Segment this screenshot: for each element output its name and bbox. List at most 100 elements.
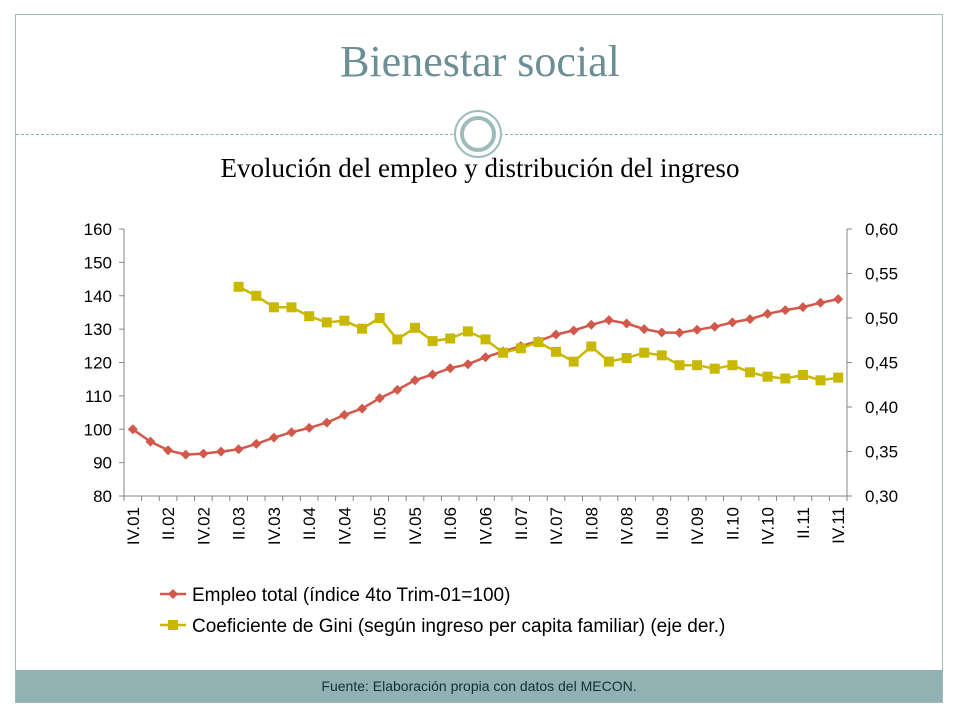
series-line-2 [238,285,839,382]
empleo-point [216,446,226,457]
slide-frame [15,14,943,703]
gini-point [251,290,262,301]
empleo-point [339,409,350,420]
gini-point [727,360,738,371]
gini-point [551,346,561,357]
x-tick-label: IV.10 [759,507,778,545]
gini-point [833,372,844,383]
left-tick-label: 110 [85,387,112,406]
empleo-point [427,369,438,380]
right-tick-label: 0,35 [865,443,898,462]
x-tick-label: II.11 [794,507,813,539]
right-tick-label: 0,40 [865,398,898,417]
gini-point [321,317,332,328]
empleo-point [357,403,368,414]
gini-point [480,334,491,345]
empleo-point [674,327,685,338]
gini-point [498,347,509,358]
chart-title: Evolución del empleo y distribución del … [220,153,740,183]
x-tick-label: II.06 [441,507,460,540]
empleo-point [304,422,315,433]
gini-point [410,322,420,333]
chart-legend: Empleo total (índice 4to Trim-01=100) Coe… [160,585,725,637]
empleo-point [586,319,597,330]
gini-point [656,350,667,361]
empleo-point [180,449,191,460]
empleo-point [692,324,703,335]
gini-point [674,360,685,371]
empleo-point [727,317,738,328]
empleo-point [163,445,174,456]
empleo-point [551,329,561,340]
empleo-point [286,427,297,438]
empleo-point [445,363,456,374]
empleo-point [392,384,403,395]
empleo-point [145,436,156,447]
empleo-point [639,324,650,335]
empleo-point [833,294,844,305]
right-tick-label: 0,45 [865,354,898,373]
gini-point [568,356,579,367]
gini-point [339,315,350,326]
gini-point [621,353,632,363]
x-tick-label: IV.02 [194,507,213,545]
x-tick-label: II.02 [159,507,178,540]
empleo-point [462,359,473,370]
gini-point [233,281,244,292]
gini-point [745,367,755,378]
x-tick-label: IV.03 [265,507,284,545]
gini-point [357,323,368,334]
left-tick-label: 140 [84,287,112,306]
empleo-point [321,417,332,428]
gini-point [586,341,597,352]
left-tick-label: 90 [93,454,112,473]
empleo-point [621,318,632,329]
gini-point [462,326,473,337]
empleo-point [233,444,244,455]
empleo-point [480,352,491,363]
gini-point [815,375,826,386]
left-tick-label: 100 [84,420,112,439]
gini-point [603,356,614,367]
x-tick-label: IV.05 [406,507,425,545]
x-tick-label: IV.08 [618,507,637,545]
gini-point [427,336,438,347]
slide-title: Bienestar social [340,37,620,86]
empleo-point [410,375,420,386]
gini-point [268,302,279,313]
gini-point [762,371,773,382]
x-tick-label: II.04 [300,507,319,540]
x-tick-label: IV.06 [477,507,496,545]
x-tick-label: IV.11 [829,507,848,544]
gini-point [304,311,315,322]
empleo-point [745,314,755,325]
empleo-point [568,325,579,336]
right-tick-label: 0,50 [865,309,898,328]
empleo-point [762,308,773,319]
source-footer: Fuente: Elaboración propia con datos del… [16,670,942,702]
empleo-point [198,448,209,459]
divider-ornament-inner [460,116,496,152]
empleo-point [374,393,385,404]
empleo-point [656,327,667,338]
legend-marker-empleo [168,589,178,599]
chart-axes: 80 90 100 110 120 130 140 150 160 0,30 0,35 0,40 0,4… [84,220,898,545]
gini-point [709,363,720,374]
chart-series [127,281,844,460]
right-tick-label: 0,30 [865,487,898,506]
x-tick-label: II.08 [582,507,601,540]
left-tick-label: 120 [84,354,112,373]
gini-point [374,313,385,323]
x-tick-label: II.07 [512,507,531,540]
empleo-point [268,432,279,443]
empleo-point [603,315,614,326]
empleo-point [251,438,262,449]
x-tick-label: II.10 [723,507,742,540]
x-tick-label: IV.04 [335,507,354,545]
right-tick-label: 0,55 [865,265,898,284]
empleo-point [127,424,138,435]
gini-point [445,333,456,344]
left-tick-label: 150 [84,253,112,272]
gini-point [797,370,808,380]
empleo-point [815,297,826,308]
